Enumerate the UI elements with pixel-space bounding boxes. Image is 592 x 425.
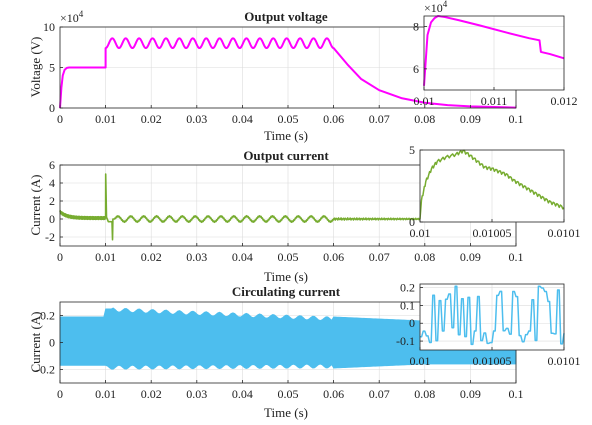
voltage-inset-multiplier: ×104 (424, 0, 448, 15)
x-tick-label: 0.06 (323, 112, 344, 126)
x-tick-label: 0.011 (481, 94, 508, 108)
x-tick-label: 0.08 (414, 112, 435, 126)
x-tick-label: 0 (57, 387, 63, 401)
x-tick-label: 0.01 (95, 250, 116, 264)
x-tick-label: 0.01005 (473, 226, 512, 240)
x-tick-label: 0.01 (414, 94, 435, 108)
x-tick-label: 0.012 (551, 94, 578, 108)
x-tick-label: 0.04 (232, 387, 253, 401)
x-tick-label: 0.07 (369, 387, 390, 401)
y-tick-label: 0.1 (400, 298, 415, 312)
x-tick-label: 0.1 (509, 387, 524, 401)
y-tick-label: -0.1 (396, 334, 415, 348)
x-tick-label: 0.05 (278, 387, 299, 401)
voltage-panel: Output voltage 0 0.01 0.02 0.03 0.04 0.05 0.06… (28, 0, 578, 143)
y-tick-label: 2 (49, 194, 55, 208)
circulating-ylabel: Current (A) (28, 311, 43, 372)
circulating-inset-line (420, 285, 565, 346)
x-tick-label: 0.02 (141, 112, 162, 126)
x-tick-label: 0 (57, 250, 63, 264)
y-tick-label: 0 (49, 101, 55, 115)
voltage-title: Output voltage (244, 9, 328, 24)
x-tick-label: 0.04 (232, 112, 253, 126)
x-tick-label: 0.0101 (548, 354, 581, 368)
x-tick-label: 0.03 (186, 387, 207, 401)
y-tick-label: 0 (409, 215, 415, 229)
x-tick-label: 0.05 (278, 250, 299, 264)
voltage-multiplier: ×104 (60, 9, 84, 25)
y-tick-label: -0.2 (36, 363, 55, 377)
y-tick-label: 10 (43, 20, 55, 34)
x-tick-label: 0.06 (323, 387, 344, 401)
voltage-series-line (59, 37, 517, 109)
current-panel: Output current 0 0.01 0.02 0.03 0.04 0.05 0.06… (28, 143, 581, 284)
current-inset: 0.01 0.01005 0.0101 0 5 (409, 143, 581, 240)
x-tick-label: 0.08 (414, 387, 435, 401)
x-tick-label: 0.08 (414, 250, 435, 264)
x-tick-label: 0.01 (410, 354, 431, 368)
x-tick-label: 0.1 (509, 250, 524, 264)
x-tick-label: 0.0101 (548, 226, 581, 240)
y-tick-label: 6 (49, 158, 55, 172)
circulating-xlabel: Time (s) (264, 405, 308, 420)
x-tick-label: 0.09 (460, 387, 481, 401)
y-tick-label: 0 (49, 336, 55, 350)
y-tick-label: -2 (45, 230, 55, 244)
voltage-xlabel: Time (s) (264, 128, 308, 143)
x-tick-label: 0 (57, 112, 63, 126)
x-tick-label: 0.06 (323, 250, 344, 264)
x-tick-label: 0.01 (95, 112, 116, 126)
y-tick-label: 6 (413, 62, 419, 76)
current-series-line (59, 173, 517, 241)
current-xlabel: Time (s) (264, 269, 308, 284)
x-tick-label: 0.02 (141, 250, 162, 264)
y-tick-label: 0.2 (40, 309, 55, 323)
y-tick-label: 4 (49, 176, 55, 190)
circulating-title: Circulating current (232, 284, 341, 299)
y-tick-label: 5 (49, 61, 55, 75)
x-tick-label: 0.07 (369, 250, 390, 264)
x-tick-label: 0.01 (95, 387, 116, 401)
x-tick-label: 0.03 (186, 250, 207, 264)
current-title: Output current (243, 148, 329, 163)
x-tick-label: 0.07 (369, 112, 390, 126)
voltage-inset: 0.01 0.011 0.012 6 8 ×104 (413, 0, 578, 108)
x-tick-label: 0.05 (278, 112, 299, 126)
voltage-ylabel: Voltage (V) (28, 37, 43, 98)
x-tick-label: 0.1 (509, 112, 524, 126)
y-tick-label: 8 (413, 20, 419, 34)
y-tick-label: 0.2 (400, 281, 415, 295)
x-tick-label: 0.04 (232, 250, 253, 264)
y-tick-label: 0 (409, 316, 415, 330)
x-tick-label: 0.02 (141, 387, 162, 401)
x-tick-label: 0.09 (460, 250, 481, 264)
voltage-inset-line (423, 15, 565, 86)
y-tick-label: 5 (409, 143, 415, 157)
current-ylabel: Current (A) (28, 174, 43, 235)
x-tick-label: 0.03 (186, 112, 207, 126)
circulating-panel: Circulating current 0 0.01 0.02 0.03 0.04 0.0… (28, 281, 581, 420)
current-inset-line (419, 149, 565, 220)
x-tick-label: 0.09 (460, 112, 481, 126)
y-tick-label: 0 (49, 212, 55, 226)
circulating-inset: 0.01 0.01005 0.0101 -0.1 0 0.1 0.2 (396, 281, 581, 368)
x-tick-label: 0.01005 (473, 354, 512, 368)
x-tick-label: 0.01 (410, 226, 431, 240)
